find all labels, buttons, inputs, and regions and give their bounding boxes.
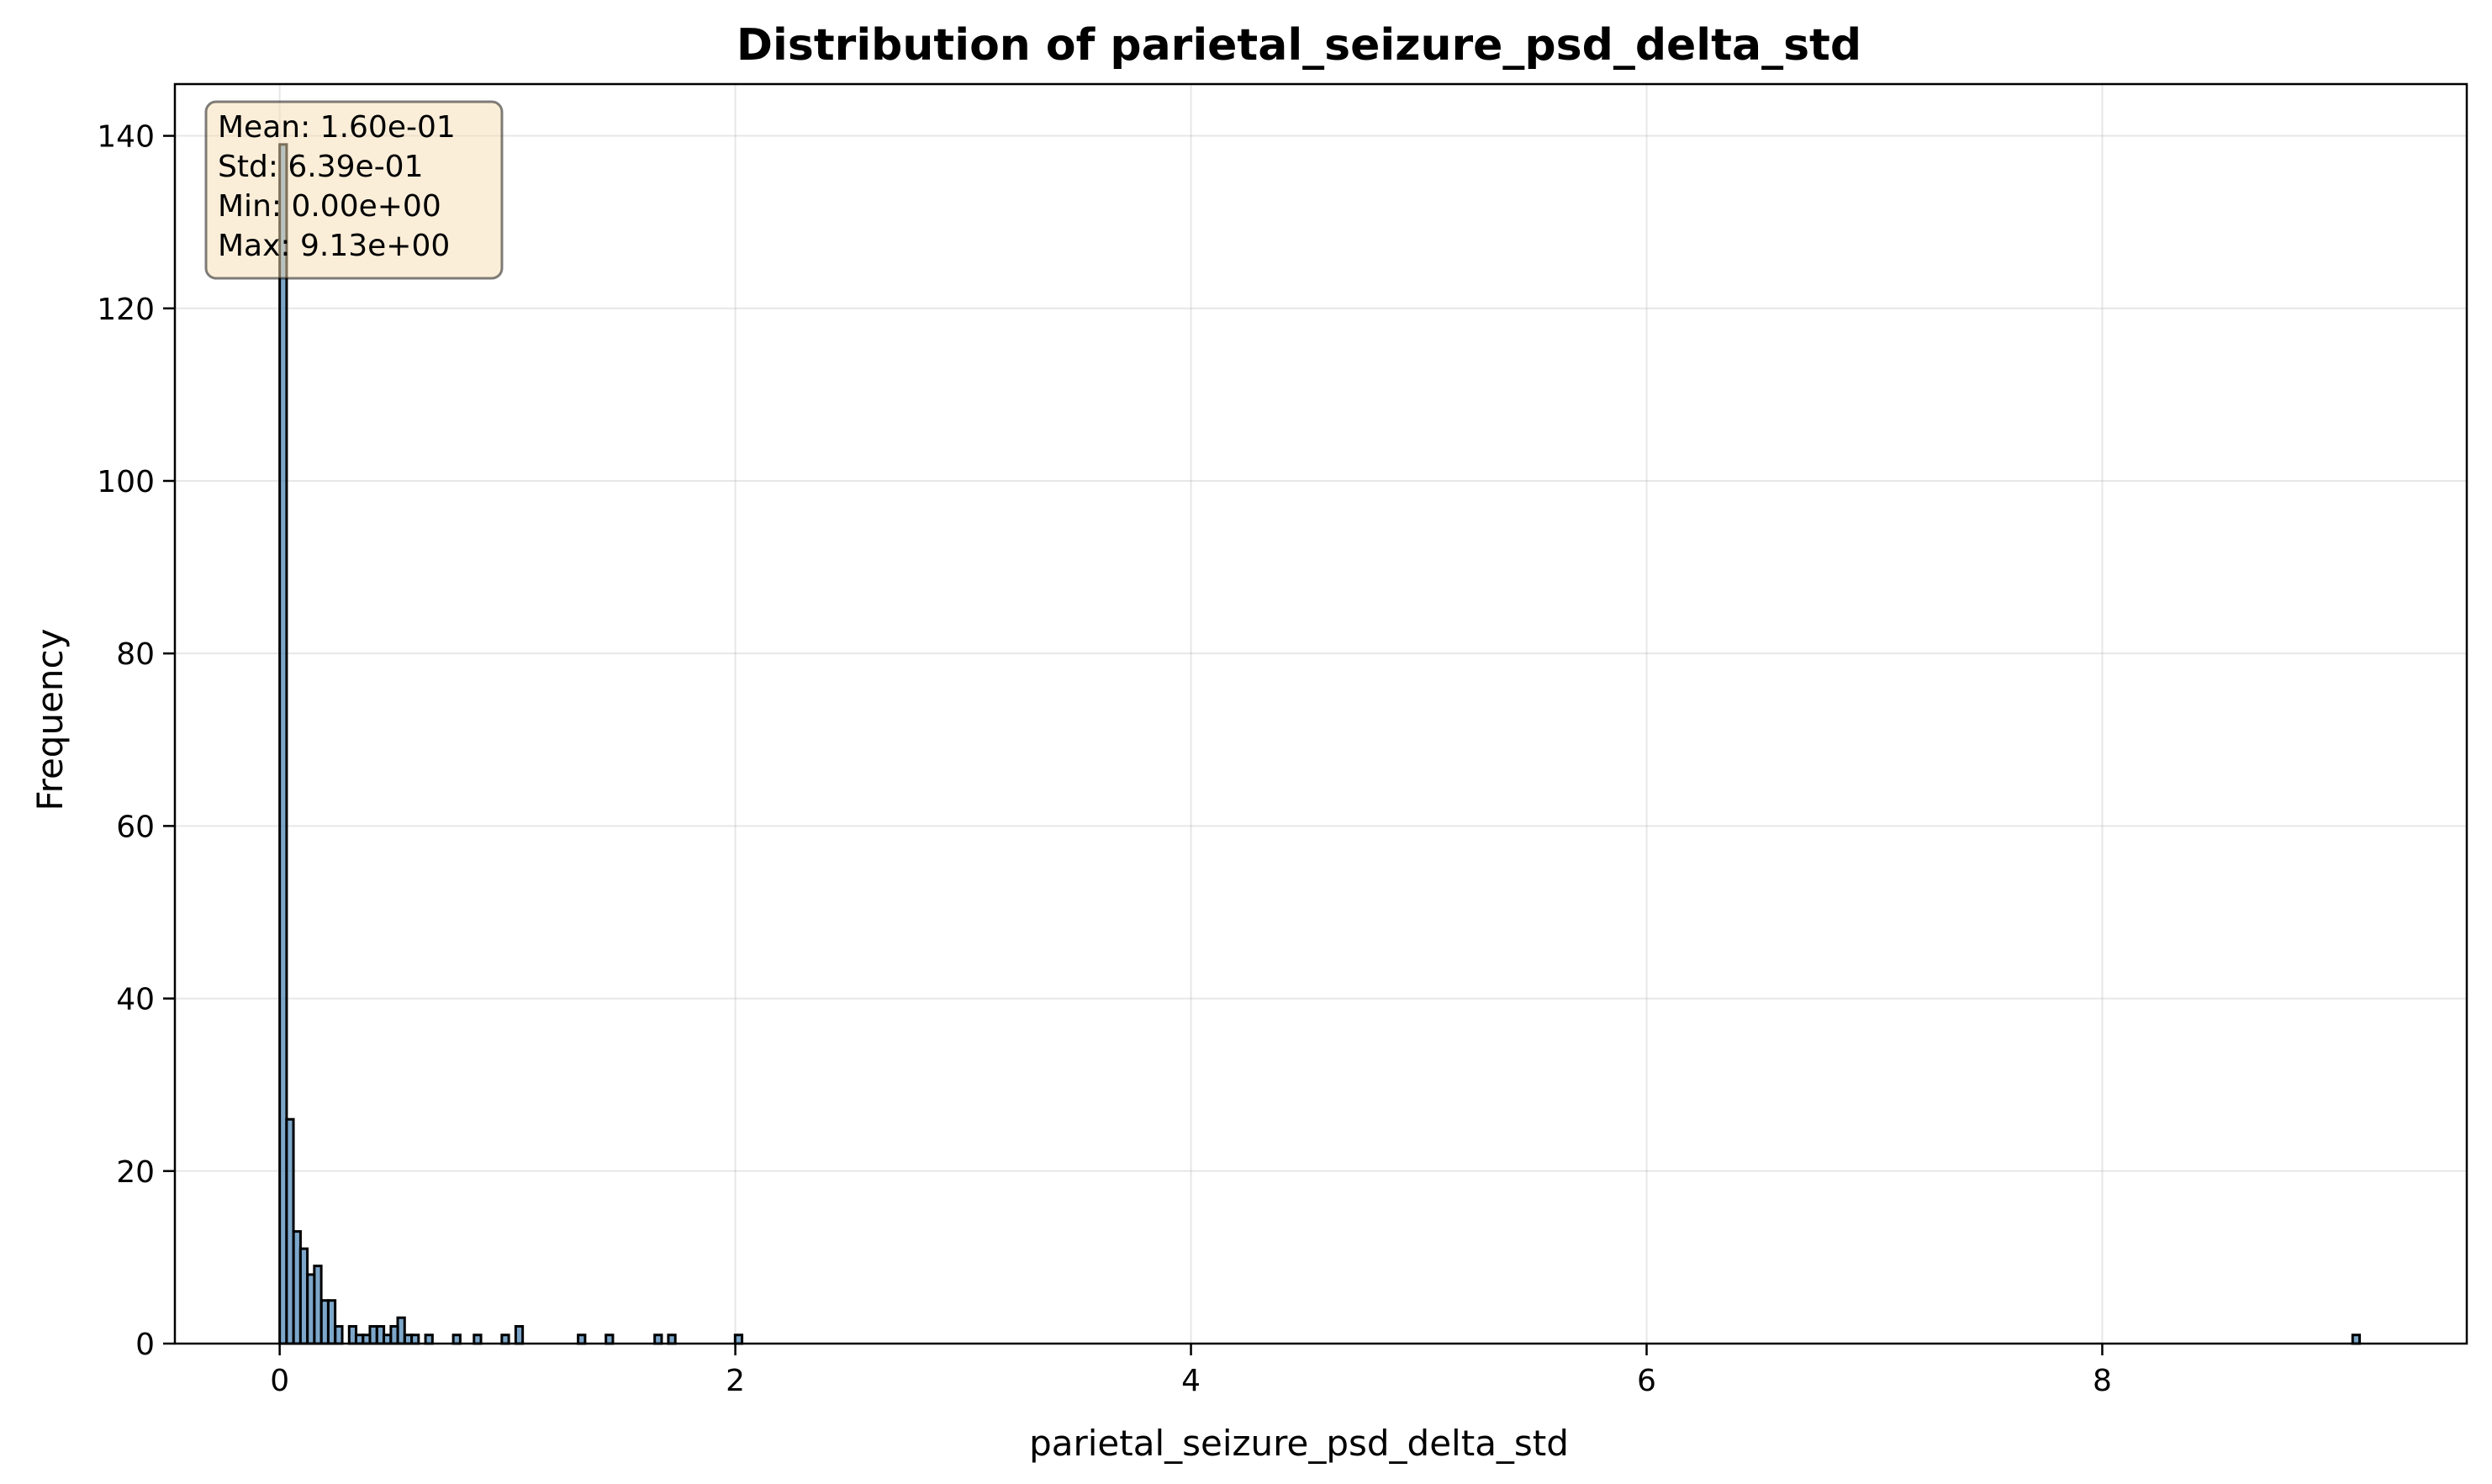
histogram-bar: [451, 1333, 462, 1345]
y-tick-label: 40: [116, 983, 155, 1017]
annotation-background: [204, 100, 504, 280]
y-tick-label: 100: [97, 465, 155, 499]
histogram-bar: [605, 1333, 615, 1345]
histogram-bar: [2351, 1333, 2362, 1345]
x-axis-ticks: 0 2 4 6 8: [270, 1344, 2112, 1398]
annotation-mean: Mean: 1.60e-01: [218, 110, 456, 145]
histogram-bar: [424, 1333, 434, 1345]
histogram-bar: [500, 1333, 510, 1345]
histogram-bar: [733, 1333, 744, 1345]
y-tick-label: 0: [135, 1328, 155, 1362]
histogram-bar: [577, 1333, 587, 1345]
x-tick-label: 0: [270, 1364, 289, 1398]
x-tick-label: 6: [1637, 1364, 1656, 1398]
histogram-bar: [473, 1333, 483, 1345]
chart-title: Distribution of parietal_seizure_psd_del…: [737, 20, 1861, 71]
annotation-std: Std: 6.39e-01: [218, 150, 424, 184]
annotation-max: Max: 9.13e+00: [218, 229, 450, 263]
plot-area-frame: [173, 82, 2468, 1345]
histogram-bar: [334, 1324, 344, 1345]
grid: [175, 84, 2467, 1344]
histogram-bar: [514, 1324, 525, 1345]
histogram-bar: [653, 1333, 663, 1345]
y-tick-label: 80: [116, 637, 155, 672]
x-tick-label: 2: [726, 1364, 745, 1398]
y-tick-label: 20: [116, 1155, 155, 1190]
stats-annotation-box: Mean: 1.60e-01 Std: 6.39e-01 Min: 0.00e+…: [204, 100, 504, 280]
histogram-bar: [410, 1333, 420, 1345]
histogram-bar: [667, 1333, 677, 1345]
annotation-min: Min: 0.00e+00: [218, 189, 441, 224]
y-axis-label: Frequency: [29, 629, 71, 811]
x-tick-label: 8: [2093, 1364, 2112, 1398]
x-axis-label: parietal_seizure_psd_delta_std: [1029, 1423, 1569, 1464]
y-axis-ticks: 0 20 40 60 80 100 120 140: [97, 120, 175, 1362]
y-tick-label: 120: [97, 293, 155, 327]
x-tick-label: 4: [1181, 1364, 1201, 1398]
y-tick-label: 60: [116, 810, 155, 844]
y-tick-label: 140: [97, 120, 155, 155]
